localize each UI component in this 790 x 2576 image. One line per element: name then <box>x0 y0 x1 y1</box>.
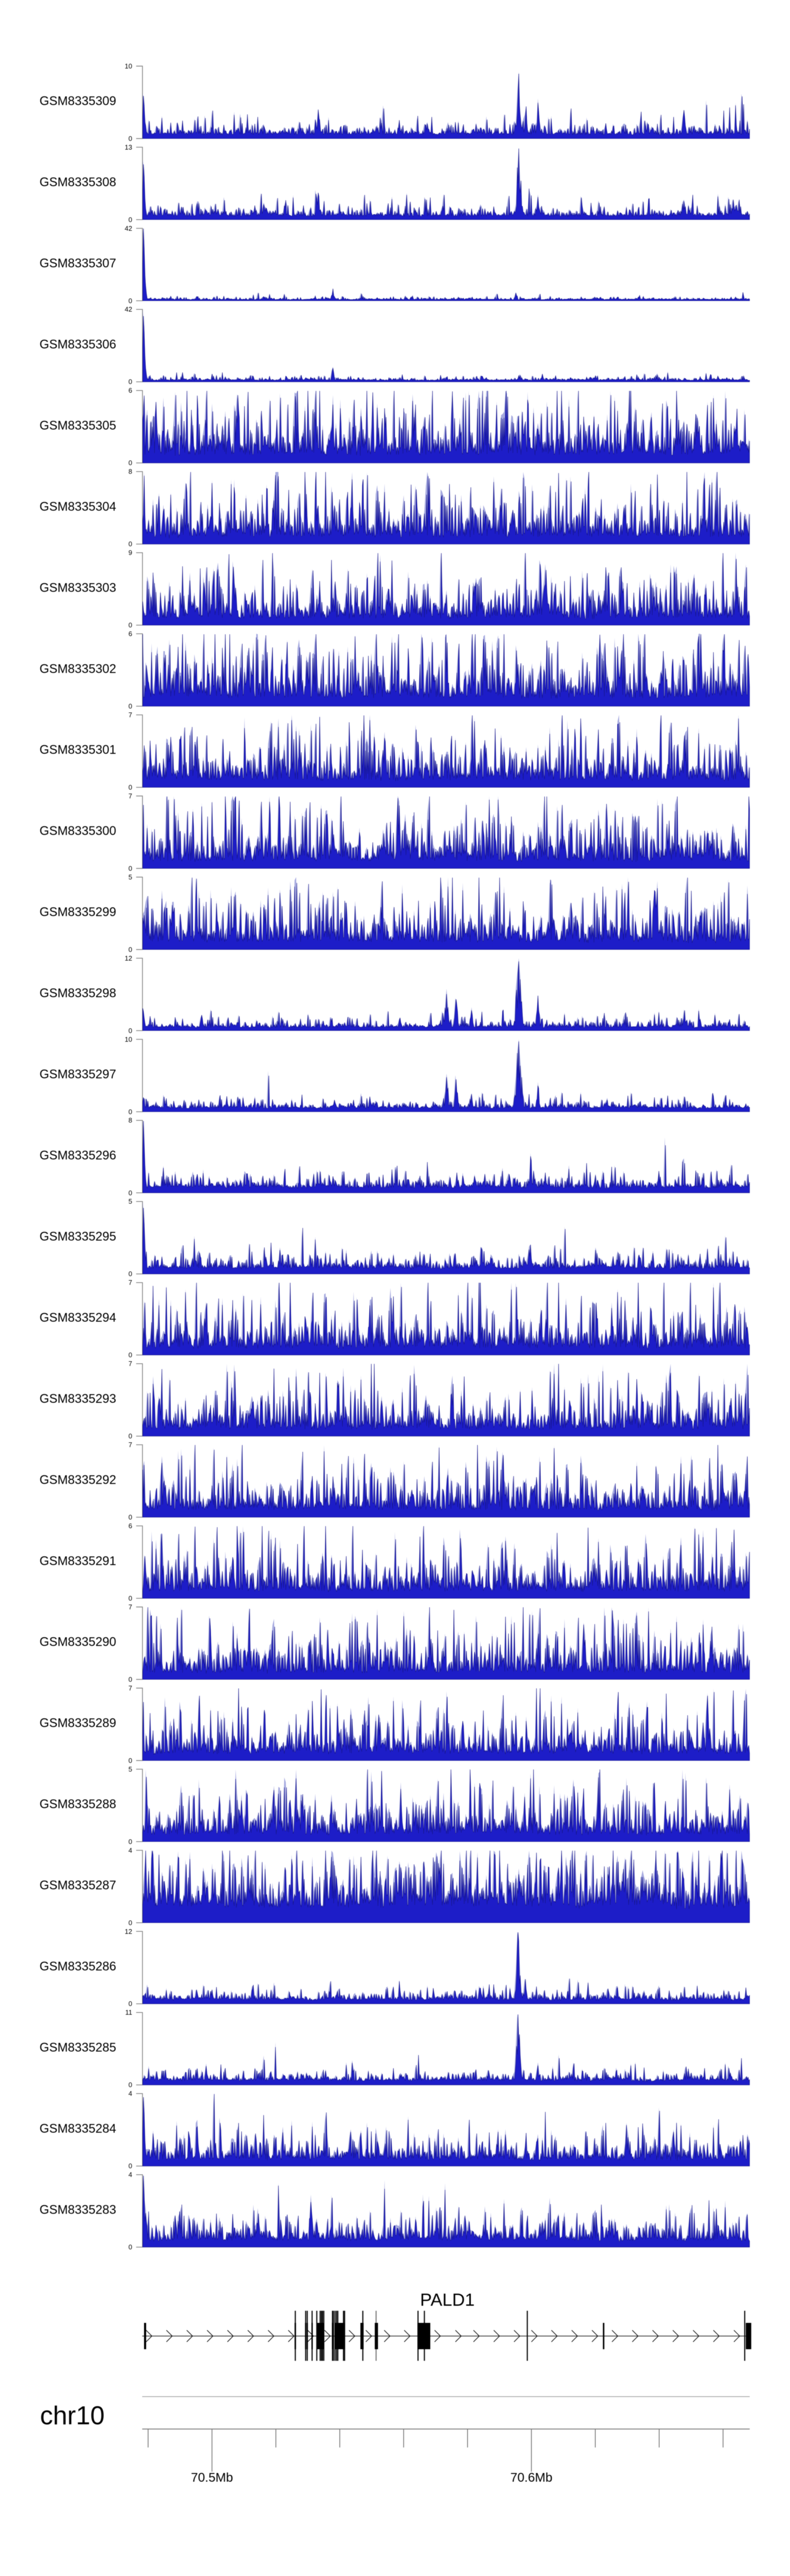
svg-text:70.6Mb: 70.6Mb <box>510 2471 552 2485</box>
svg-text:0: 0 <box>129 2243 132 2251</box>
svg-text:0: 0 <box>129 459 132 467</box>
svg-text:0: 0 <box>129 1756 132 1764</box>
svg-text:0: 0 <box>129 1919 132 1926</box>
svg-text:0: 0 <box>129 1189 132 1197</box>
svg-text:0: 0 <box>129 297 132 304</box>
svg-text:70.5Mb: 70.5Mb <box>191 2471 233 2485</box>
svg-text:5: 5 <box>129 1197 132 1205</box>
svg-text:6: 6 <box>129 630 132 638</box>
svg-text:0: 0 <box>129 2081 132 2089</box>
svg-text:0: 0 <box>129 783 132 791</box>
svg-text:7: 7 <box>129 1684 132 1692</box>
svg-text:GSM8335299: GSM8335299 <box>39 906 116 919</box>
svg-text:0: 0 <box>129 215 132 223</box>
svg-text:0: 0 <box>129 540 132 548</box>
svg-text:7: 7 <box>129 1603 132 1611</box>
svg-text:0: 0 <box>129 1270 132 1278</box>
svg-text:GSM8335288: GSM8335288 <box>39 1798 116 1812</box>
svg-text:10: 10 <box>125 1035 132 1043</box>
svg-text:GSM8335284: GSM8335284 <box>39 2122 116 2136</box>
svg-text:GSM8335303: GSM8335303 <box>39 581 116 595</box>
svg-text:GSM8335291: GSM8335291 <box>39 1555 116 1568</box>
svg-text:GSM8335293: GSM8335293 <box>39 1392 116 1406</box>
svg-text:9: 9 <box>129 549 132 557</box>
svg-text:0: 0 <box>129 1027 132 1035</box>
svg-text:GSM8335300: GSM8335300 <box>39 824 116 838</box>
svg-text:0: 0 <box>129 864 132 872</box>
svg-text:13: 13 <box>125 143 132 151</box>
svg-text:42: 42 <box>125 224 132 232</box>
svg-text:GSM8335297: GSM8335297 <box>39 1068 116 1081</box>
svg-text:GSM8335301: GSM8335301 <box>39 743 116 757</box>
svg-text:6: 6 <box>129 387 132 395</box>
svg-text:0: 0 <box>129 1513 132 1521</box>
svg-text:5: 5 <box>129 873 132 881</box>
svg-text:0: 0 <box>129 1432 132 1440</box>
svg-text:GSM8335309: GSM8335309 <box>39 95 116 109</box>
svg-text:0: 0 <box>129 1675 132 1683</box>
svg-text:7: 7 <box>129 792 132 800</box>
svg-text:4: 4 <box>129 2090 132 2098</box>
svg-text:GSM8335298: GSM8335298 <box>39 987 116 1000</box>
svg-text:8: 8 <box>129 1116 132 1124</box>
svg-text:0: 0 <box>129 1351 132 1359</box>
svg-text:0: 0 <box>129 2000 132 2008</box>
svg-text:0: 0 <box>129 378 132 386</box>
svg-text:0: 0 <box>129 2162 132 2170</box>
svg-text:0: 0 <box>129 621 132 629</box>
svg-text:0: 0 <box>129 702 132 710</box>
svg-text:42: 42 <box>125 306 132 313</box>
svg-text:4: 4 <box>129 2171 132 2179</box>
svg-text:GSM8335307: GSM8335307 <box>39 257 116 271</box>
svg-text:GSM8335295: GSM8335295 <box>39 1230 116 1244</box>
svg-text:0: 0 <box>129 1108 132 1116</box>
svg-text:GSM8335302: GSM8335302 <box>39 662 116 676</box>
svg-text:PALD1: PALD1 <box>420 2290 475 2310</box>
svg-text:0: 0 <box>129 946 132 953</box>
svg-text:GSM8335305: GSM8335305 <box>39 419 116 432</box>
svg-text:5: 5 <box>129 1765 132 1773</box>
svg-text:4: 4 <box>129 1846 132 1854</box>
svg-text:GSM8335289: GSM8335289 <box>39 1717 116 1731</box>
svg-text:6: 6 <box>129 1522 132 1530</box>
svg-text:0: 0 <box>129 1595 132 1602</box>
svg-text:GSM8335308: GSM8335308 <box>39 176 116 190</box>
svg-text:12: 12 <box>125 954 132 962</box>
svg-text:GSM8335285: GSM8335285 <box>39 2041 116 2054</box>
svg-text:11: 11 <box>125 2009 132 2017</box>
svg-text:7: 7 <box>129 1360 132 1368</box>
svg-text:7: 7 <box>129 1279 132 1286</box>
svg-text:GSM8335296: GSM8335296 <box>39 1149 116 1163</box>
svg-text:0: 0 <box>129 134 132 142</box>
svg-text:7: 7 <box>129 1441 132 1449</box>
svg-text:GSM8335304: GSM8335304 <box>39 500 116 514</box>
svg-text:GSM8335294: GSM8335294 <box>39 1311 116 1325</box>
svg-text:GSM8335292: GSM8335292 <box>39 1473 116 1487</box>
svg-text:10: 10 <box>125 62 132 70</box>
svg-text:7: 7 <box>129 711 132 719</box>
svg-text:GSM8335306: GSM8335306 <box>39 338 116 352</box>
svg-text:GSM8335290: GSM8335290 <box>39 1636 116 1649</box>
svg-text:GSM8335287: GSM8335287 <box>39 1879 116 1893</box>
svg-text:0: 0 <box>129 1837 132 1845</box>
svg-text:8: 8 <box>129 468 132 476</box>
svg-text:chr10: chr10 <box>40 2402 105 2430</box>
svg-text:GSM8335286: GSM8335286 <box>39 1960 116 1974</box>
svg-text:GSM8335283: GSM8335283 <box>39 2203 116 2217</box>
svg-text:12: 12 <box>125 1928 132 1935</box>
